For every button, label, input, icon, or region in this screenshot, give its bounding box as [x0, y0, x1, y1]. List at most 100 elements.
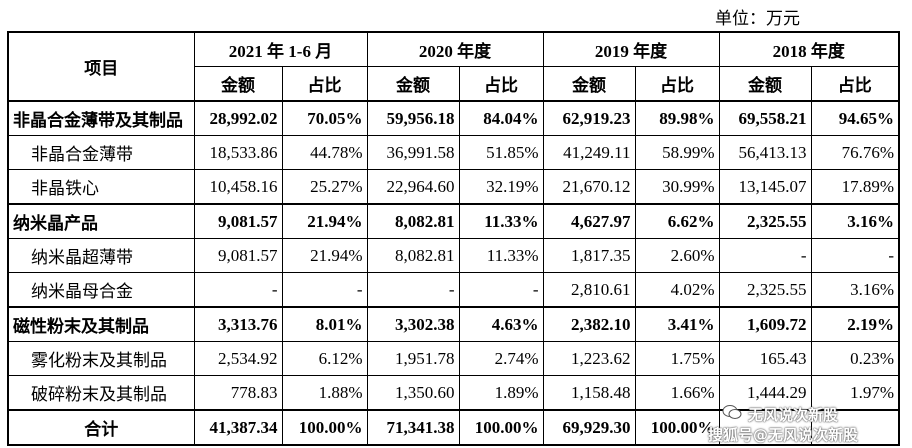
- amount-cell: 22,964.60: [366, 169, 460, 205]
- amount-cell: 36,991.58: [366, 135, 460, 170]
- unit-label: 单位：万元: [715, 9, 800, 28]
- header-period: 2019 年度: [542, 31, 720, 67]
- ratio-cell: 3.16%: [810, 272, 900, 308]
- amount-cell: 28,992.02: [193, 100, 283, 136]
- ratio-cell: 11.33%: [458, 238, 544, 273]
- header-ratio: 占比: [281, 66, 368, 102]
- ratio-cell: 100.00%: [281, 409, 368, 446]
- amount-cell: 56,413.13: [718, 135, 812, 170]
- amount-cell: 8,082.81: [366, 203, 460, 239]
- amount-cell: 1,609.72: [718, 306, 812, 342]
- ratio-cell: 76.76%: [810, 135, 900, 170]
- amount-cell: 1,223.62: [542, 341, 636, 376]
- header-ratio: 占比: [458, 66, 544, 102]
- ratio-cell: 4.63%: [458, 306, 544, 342]
- table-row: 磁性粉末及其制品 3,313.76 8.01% 3,302.38 4.63% 2,382.…: [7, 306, 900, 342]
- amount-cell: 59,956.18: [366, 100, 460, 136]
- wechat-icon: [722, 405, 742, 419]
- amount-cell: 1,158.48: [542, 375, 636, 411]
- revenue-table: 项目 2021 年 1-6 月 2020 年度 2019 年度 2018 年度 …: [7, 31, 900, 446]
- ratio-cell: 1.97%: [810, 375, 900, 411]
- row-label: 非晶合金薄带及其制品: [7, 100, 195, 136]
- amount-cell: 69,558.21: [718, 100, 812, 136]
- ratio-cell: 11.33%: [458, 203, 544, 239]
- ratio-cell: 21.94%: [281, 203, 368, 239]
- header-amount: 金额: [193, 66, 283, 102]
- ratio-cell: 0.23%: [810, 341, 900, 376]
- amount-cell: 2,325.55: [718, 272, 812, 308]
- ratio-cell: 3.16%: [810, 203, 900, 239]
- ratio-cell: 100.00%: [458, 409, 544, 446]
- amount-cell: 2,534.92: [193, 341, 283, 376]
- amount-cell: 10,458.16: [193, 169, 283, 205]
- row-label: 非晶铁心: [7, 169, 195, 205]
- amount-cell: 8,082.81: [366, 238, 460, 273]
- amount-cell: 3,302.38: [366, 306, 460, 342]
- row-label: 合计: [7, 409, 195, 446]
- table-row: 非晶铁心 10,458.16 25.27% 22,964.60 32.19% 21,670…: [7, 169, 900, 205]
- ratio-cell: 44.78%: [281, 135, 368, 170]
- ratio-cell: 51.85%: [458, 135, 544, 170]
- table-row: 破碎粉末及其制品 778.83 1.88% 1,350.60 1.89% 1,158.48…: [7, 375, 900, 411]
- ratio-cell: 6.12%: [281, 341, 368, 376]
- ratio-cell: 100.00%: [634, 409, 720, 446]
- amount-cell: 1,817.35: [542, 238, 636, 273]
- amount-cell: 2,810.61: [542, 272, 636, 308]
- amount-cell: 62,919.23: [542, 100, 636, 136]
- header-row-periods: 项目 2021 年 1-6 月 2020 年度 2019 年度 2018 年度: [7, 31, 900, 102]
- table-row: 纳米晶超薄带 9,081.57 21.94% 8,082.81 11.33% 1,817.…: [7, 238, 900, 273]
- amount-cell: 13,145.07: [718, 169, 812, 205]
- ratio-cell: 21.94%: [281, 238, 368, 273]
- row-label: 纳米晶产品: [7, 203, 195, 239]
- header-period: 2021 年 1-6 月: [193, 31, 368, 67]
- amount-cell: 9,081.57: [193, 203, 283, 239]
- header-item: 项目: [7, 31, 195, 102]
- ratio-cell: 1.88%: [281, 375, 368, 411]
- ratio-cell: 25.27%: [281, 169, 368, 205]
- ratio-cell: 1.89%: [458, 375, 544, 411]
- table-row: 雾化粉末及其制品 2,534.92 6.12% 1,951.78 2.74% 1,223.…: [7, 341, 900, 376]
- row-label: 非晶合金薄带: [7, 135, 195, 170]
- ratio-cell: 17.89%: [810, 169, 900, 205]
- ratio-cell: 4.02%: [634, 272, 720, 308]
- table-row: 非晶合金薄带及其制品 28,992.02 70.05% 59,956.18 84.04%…: [7, 100, 900, 136]
- amount-cell: 4,627.97: [542, 203, 636, 239]
- amount-cell: 21,670.12: [542, 169, 636, 205]
- header-ratio: 占比: [810, 66, 900, 102]
- row-label: 磁性粉末及其制品: [7, 306, 195, 342]
- amount-cell: 2,325.55: [718, 203, 812, 239]
- amount-cell: 2,382.10: [542, 306, 636, 342]
- header-amount: 金额: [366, 66, 460, 102]
- amount-cell: 18,533.86: [193, 135, 283, 170]
- table-row: 纳米晶母合金 - - - -2,810.61 4.02% 2,325.55 3.16%: [7, 272, 900, 308]
- table-row: 纳米晶产品 9,081.57 21.94% 8,082.81 11.33% 4,627.9…: [7, 203, 900, 239]
- ratio-cell: 89.98%: [634, 100, 720, 136]
- table-row: 非晶合金薄带 18,533.86 44.78% 36,991.58 51.85% 41,2…: [7, 135, 900, 170]
- ratio-cell: 2.74%: [458, 341, 544, 376]
- amount-cell: -: [718, 238, 812, 273]
- amount-cell: 71,341.38: [366, 409, 460, 446]
- amount-cell: 1,350.60: [366, 375, 460, 411]
- amount-cell: 41,387.34: [193, 409, 283, 446]
- ratio-cell: -: [458, 272, 544, 308]
- row-label: 纳米晶母合金: [7, 272, 195, 308]
- header-amount: 金额: [542, 66, 636, 102]
- amount-cell: 41,249.11: [542, 135, 636, 170]
- row-label: 纳米晶超薄带: [7, 238, 195, 273]
- ratio-cell: [810, 409, 900, 446]
- ratio-cell: -: [810, 238, 900, 273]
- header-period: 2018 年度: [718, 31, 900, 67]
- watermark-line2: 搜狐号@无风说次新股: [708, 426, 859, 444]
- ratio-cell: 2.19%: [810, 306, 900, 342]
- ratio-cell: 2.60%: [634, 238, 720, 273]
- amount-cell: 165.43: [718, 341, 812, 376]
- ratio-cell: 3.41%: [634, 306, 720, 342]
- ratio-cell: 1.66%: [634, 375, 720, 411]
- table-row: 合计 41,387.34 100.00% 71,341.38 100.00% 69,929…: [7, 409, 900, 446]
- ratio-cell: 1.75%: [634, 341, 720, 376]
- amount-cell: -: [366, 272, 460, 308]
- row-label: 雾化粉末及其制品: [7, 341, 195, 376]
- ratio-cell: 70.05%: [281, 100, 368, 136]
- header-period: 2020 年度: [366, 31, 544, 67]
- header-ratio: 占比: [634, 66, 720, 102]
